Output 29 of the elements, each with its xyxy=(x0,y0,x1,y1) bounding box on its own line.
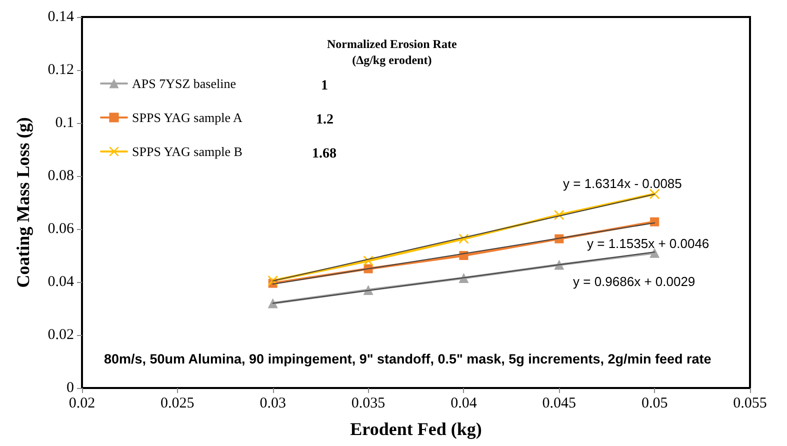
annotation: y = 1.6314x - 0.0085 xyxy=(563,176,682,191)
x-tick-label: 0.025 xyxy=(160,396,194,412)
annotation: y = 0.9686x + 0.0029 xyxy=(573,274,696,289)
x-tick-label: 0.05 xyxy=(641,396,668,412)
y-tick-label: 0.02 xyxy=(48,327,74,343)
x-axis-title: Erodent Fed (kg) xyxy=(350,419,482,439)
y-tick-label: 0.08 xyxy=(48,168,74,184)
y-tick-label: 0 xyxy=(66,380,74,396)
x-tick-label: 0.04 xyxy=(450,396,478,412)
y-tick-label: 0.14 xyxy=(48,9,74,25)
y-tick-label: 0.12 xyxy=(48,62,74,78)
x-tick-label: 0.055 xyxy=(733,396,767,412)
x-tick-label: 0.035 xyxy=(351,396,386,412)
y-tick-label: 0.1 xyxy=(55,115,74,131)
legend-label: APS 7YSZ baseline xyxy=(132,76,236,91)
y-tick-label: 0.04 xyxy=(48,274,74,290)
y-tick-label: 0.06 xyxy=(48,221,74,237)
x-tick-label: 0.045 xyxy=(542,396,576,412)
annotation: 1 xyxy=(321,78,328,94)
y-axis-title: Coating Mass Loss (g) xyxy=(13,117,33,288)
x-tick-label: 0.03 xyxy=(260,396,286,412)
annotation: 1.2 xyxy=(316,112,334,128)
legend-label: SPPS YAG sample A xyxy=(132,110,244,125)
annotation: y = 1.1535x + 0.0046 xyxy=(587,236,710,251)
legend-title: Normalized Erosion Rate (Δg/kg erodent) xyxy=(327,37,458,67)
annotation: 80m/s, 50um Alumina, 90 impingement, 9" standoff, 0.5" mask, 5g increments, 2g/min feed rate xyxy=(104,352,712,366)
legend-label: SPPS YAG sample B xyxy=(132,144,243,159)
annotation: 1.68 xyxy=(312,146,336,162)
x-tick-label: 0.02 xyxy=(68,396,96,412)
